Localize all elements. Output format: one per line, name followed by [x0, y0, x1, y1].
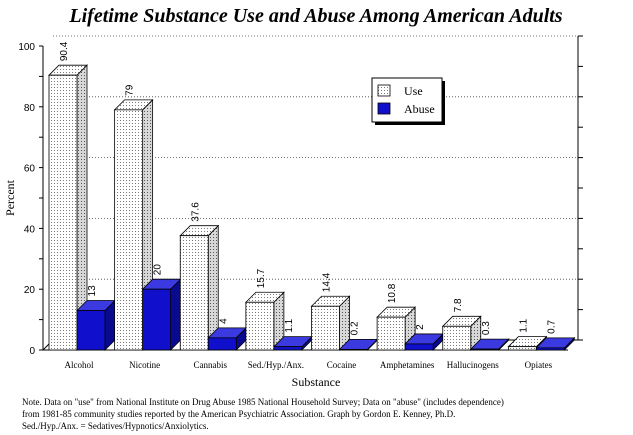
plot-area: 0 20 40 60 80 100 90.4 13 Alcohol 79 20 Nicotine 37.… — [18, 35, 583, 370]
bar-use — [114, 109, 144, 351]
y-tick-label: 60 — [24, 164, 36, 175]
data-label-use: 14.4 — [322, 272, 333, 292]
data-label-use: 15.7 — [256, 268, 267, 288]
bar-use — [179, 235, 209, 351]
y-axis-label: Percent — [3, 179, 17, 216]
footnote-line-3: Sed./Hyp./Anx. = Sedatives/Hypnotics/Anx… — [22, 421, 209, 431]
x-tick-label: Hallucinogens — [447, 360, 499, 370]
bar-abuse — [207, 337, 237, 351]
bar-use — [442, 325, 472, 351]
footnote: Note. Data on "use" from National Instit… — [22, 396, 622, 432]
bar-abuse-side — [170, 278, 182, 351]
bar-abuse — [76, 310, 106, 351]
legend-label-use: Use — [404, 84, 423, 98]
x-tick-label: Cocaine — [327, 360, 357, 370]
legend-swatch-use — [377, 84, 391, 97]
data-label-abuse: 0.2 — [350, 321, 361, 335]
bar-use — [311, 305, 340, 351]
footnote-line-2: from 1981-85 community studies reported … — [22, 409, 456, 419]
y-tick-label: 20 — [24, 285, 36, 296]
x-tick-label: Opiates — [525, 360, 553, 370]
bar-abuse — [273, 346, 303, 351]
data-label-abuse: 13 — [87, 285, 98, 297]
legend-swatch-abuse — [377, 102, 391, 115]
data-label-use: 37.6 — [190, 202, 201, 222]
y-tick-label: 0 — [29, 346, 35, 357]
bar-abuse — [470, 348, 500, 351]
bar-abuse — [404, 343, 434, 351]
data-label-use: 10.8 — [387, 283, 398, 303]
data-label-abuse: 1.1 — [284, 318, 295, 332]
x-tick-label: Nicotine — [129, 360, 160, 370]
legend-label-abuse: Abuse — [404, 102, 435, 116]
chart-title: Lifetime Substance Use and Abuse Among A… — [68, 5, 562, 27]
footnote-line-1: Note. Data on "use" from National Instit… — [22, 397, 504, 407]
bar-abuse — [339, 348, 368, 351]
bar-use — [48, 74, 78, 351]
y-tick-label: 40 — [24, 224, 36, 235]
x-axis-label: Substance — [292, 375, 341, 389]
data-label-abuse: 20 — [153, 264, 164, 276]
data-label-abuse: 0.7 — [546, 320, 557, 334]
bar-use — [376, 316, 406, 351]
y-tick-label: 100 — [18, 42, 35, 53]
data-label-use: 1.1 — [518, 318, 529, 332]
bar-use — [507, 346, 537, 351]
bar-use — [245, 301, 275, 351]
x-tick-label: Cannabis — [194, 360, 228, 370]
data-label-abuse: 2 — [415, 324, 426, 330]
x-tick-label: Amphetamines — [380, 360, 435, 370]
data-label-abuse: 0.3 — [481, 321, 492, 335]
bar-abuse — [535, 347, 565, 351]
data-label-use: 90.4 — [59, 41, 70, 61]
bar-abuse — [142, 288, 172, 351]
x-tick-label: Sed./Hyp./Anx. — [248, 360, 304, 370]
data-label-abuse: 4 — [218, 318, 229, 324]
data-label-use: 79 — [125, 84, 136, 96]
data-label-use: 7.8 — [453, 298, 464, 312]
y-tick-label: 80 — [24, 103, 36, 114]
x-tick-label: Alcohol — [65, 360, 94, 370]
